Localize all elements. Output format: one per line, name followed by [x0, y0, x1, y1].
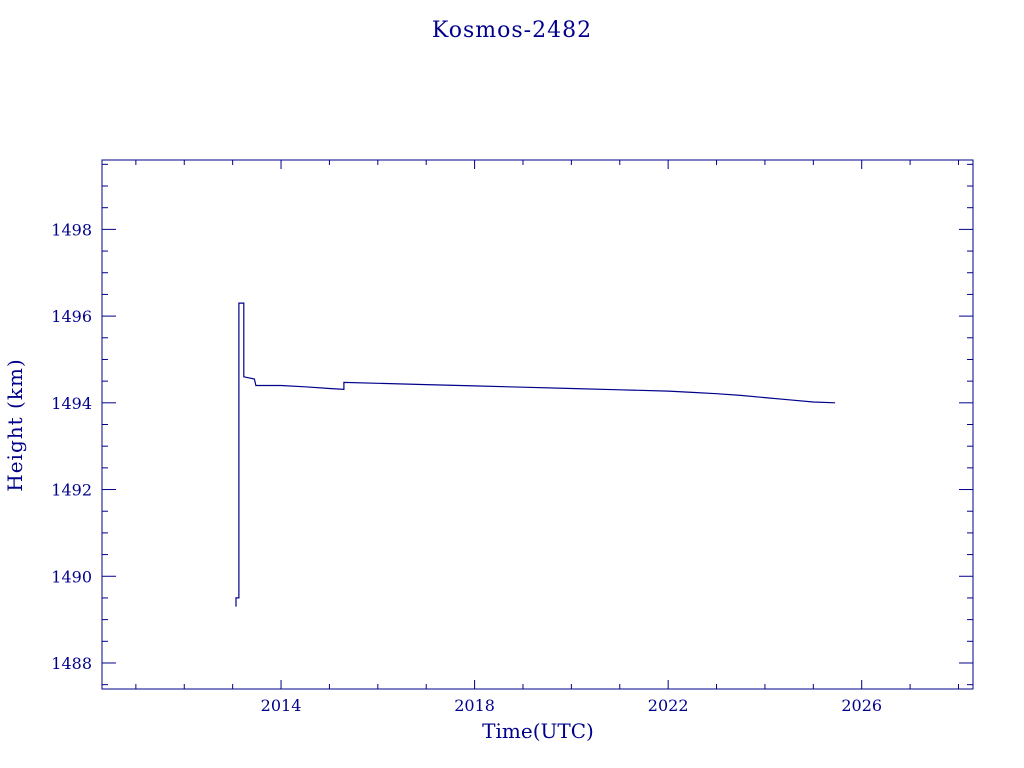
y-tick-label: 1494	[51, 394, 92, 413]
x-tick-label: 2018	[454, 696, 495, 715]
x-axis-label: Time(UTC)	[482, 719, 594, 743]
y-tick-label: 1492	[51, 481, 92, 500]
y-tick-label: 1490	[51, 567, 92, 586]
y-axis-label: Height (km)	[3, 358, 27, 491]
chart-title: Kosmos-2482	[432, 18, 592, 43]
x-tick-label: 2014	[261, 696, 302, 715]
axis-ticks	[102, 160, 973, 689]
y-tick-label: 1488	[51, 654, 92, 673]
x-tick-label: 2026	[841, 696, 882, 715]
tick-labels: 2014 2018 2022 2026 1488 1490 1492 1494 1496 1498	[51, 220, 882, 715]
plot-frame	[101, 159, 974, 690]
y-tick-label: 1498	[51, 220, 92, 239]
series-line-height	[235, 302, 836, 607]
y-tick-label: 1496	[51, 307, 92, 326]
x-tick-label: 2022	[648, 696, 689, 715]
